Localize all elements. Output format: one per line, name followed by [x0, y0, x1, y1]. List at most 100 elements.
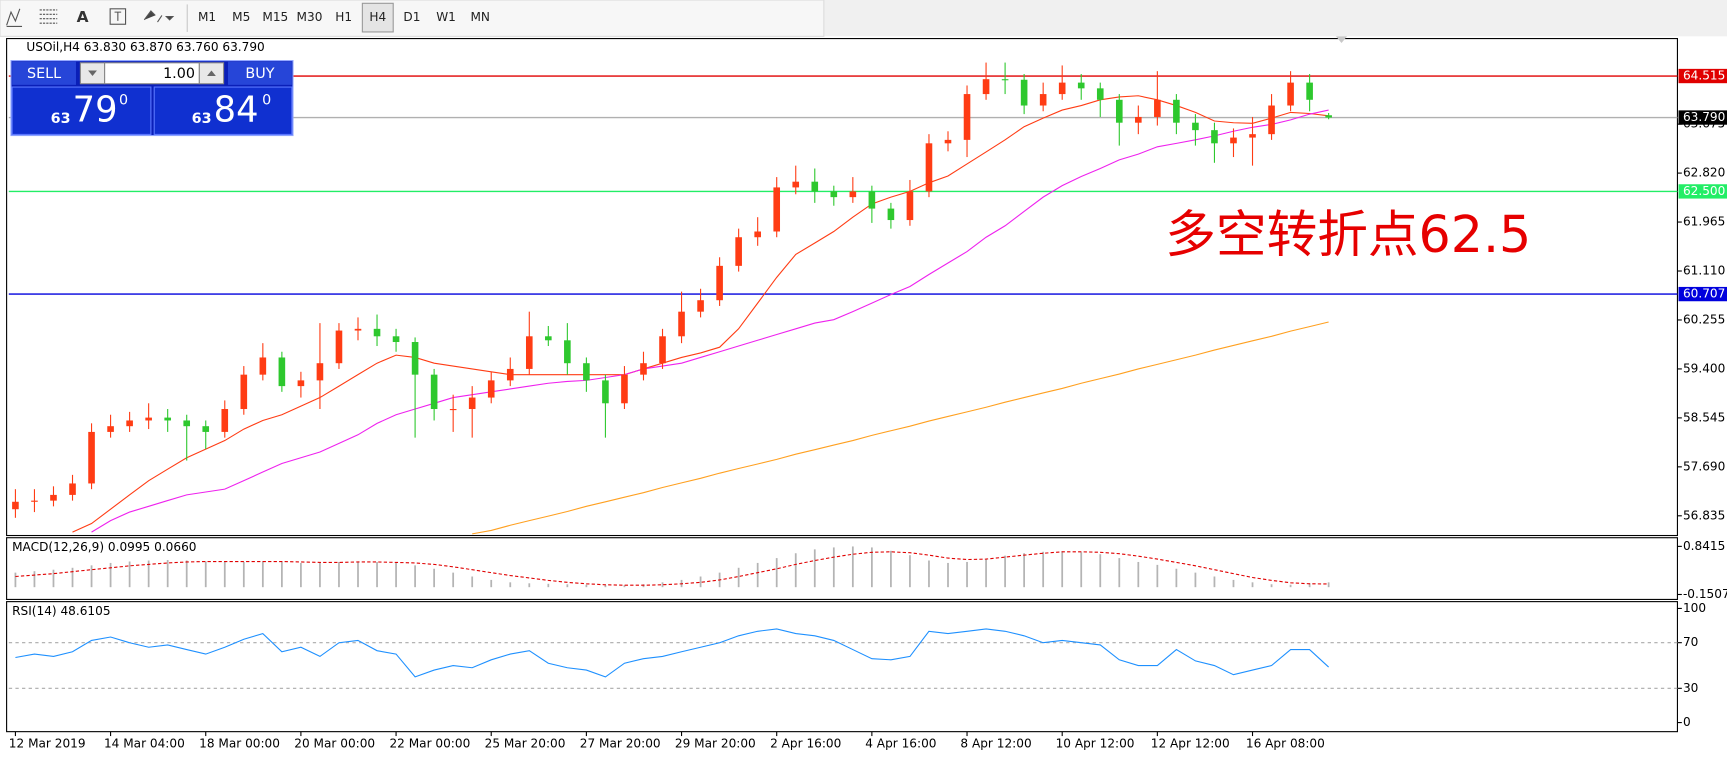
buy-price-box[interactable]	[153, 86, 293, 135]
buy-label[interactable]: BUY	[245, 66, 274, 82]
sell-label[interactable]: SELL	[27, 66, 61, 82]
candle-body	[1058, 82, 1066, 95]
candle-body	[145, 417, 152, 421]
candle-body	[1077, 82, 1085, 89]
timeframe-button[interactable]: D1	[403, 10, 420, 24]
timeframe-button[interactable]: M5	[232, 10, 250, 24]
buy-price-sup: 0	[262, 92, 271, 108]
candle-body	[430, 374, 438, 410]
candle-body	[487, 380, 495, 398]
candle-body	[1154, 99, 1161, 117]
timeframe-button[interactable]: W1	[436, 10, 456, 24]
candle-body	[316, 363, 324, 381]
candle-body	[1020, 79, 1028, 106]
timeframe-bar: M1 M5 M15 M30 H1 H4 D1 W1 MN	[198, 2, 490, 33]
candle-body	[830, 191, 838, 198]
textlabel-glyph	[114, 11, 122, 21]
candle-body	[716, 265, 723, 301]
candle-body	[1135, 116, 1142, 123]
candle-body	[449, 409, 457, 411]
timeframe-button[interactable]: M1	[198, 10, 216, 24]
candle-body	[1096, 88, 1104, 100]
candle-body	[297, 380, 305, 387]
candle-body	[107, 426, 114, 432]
lot-value[interactable]: 1.00	[163, 66, 195, 82]
text-tool[interactable]: A	[77, 8, 89, 26]
candle-body	[278, 357, 286, 387]
candle-body	[621, 374, 628, 404]
buy-price-big: 84	[214, 89, 259, 130]
candle-body	[69, 483, 76, 495]
rsi-pane	[6, 601, 1678, 733]
level-label: 64.515	[1683, 69, 1725, 83]
tool-icons	[6, 8, 175, 27]
candle-body	[392, 336, 400, 343]
candle-body	[50, 494, 57, 501]
y-tick-label: -0.1507	[1683, 587, 1727, 601]
candle-body	[583, 363, 590, 381]
candle-body	[373, 328, 381, 337]
toolbar-strip	[0, 0, 825, 37]
x-tick-label: 18 Mar 00:00	[199, 736, 280, 750]
level-label: 62.500	[1683, 184, 1725, 198]
sell-price-box[interactable]	[11, 86, 152, 135]
rsi-title: RSI(14) 48.6105	[12, 604, 110, 618]
macd-title: MACD(12,26,9) 0.0995 0.0660	[12, 540, 196, 554]
candle-body	[659, 336, 666, 364]
arrows-icon[interactable]	[143, 10, 175, 23]
moving-average	[472, 321, 1329, 535]
candle-body	[506, 368, 514, 381]
level-label-box	[1678, 110, 1727, 125]
candle-body	[868, 191, 876, 209]
candle-body	[12, 501, 19, 510]
candle-body	[1115, 99, 1123, 123]
timeframe-button[interactable]: MN	[470, 10, 490, 24]
candle-body	[411, 342, 419, 375]
plot-layer: 56.835 57.690 58.545 59.400 60.255 61.110 61.9…	[8, 62, 1727, 750]
candle-body	[240, 374, 248, 410]
y-tick-label: 59.400	[1683, 361, 1725, 375]
candle-body	[1230, 137, 1237, 144]
candle-body	[963, 94, 971, 140]
level-label: 63.790	[1683, 110, 1725, 124]
level-label-box	[1678, 68, 1727, 84]
timeframe-button[interactable]: M30	[297, 10, 323, 24]
candle-body	[697, 300, 704, 312]
candle-body	[1001, 79, 1009, 81]
candle-body	[88, 431, 95, 484]
candle-body	[1211, 130, 1218, 144]
sell-price-small: 63	[51, 111, 71, 127]
candle-body	[773, 187, 781, 232]
candle-body	[811, 181, 819, 192]
lines-icon[interactable]	[39, 9, 58, 24]
shift-marker	[1336, 36, 1348, 43]
indicators-icon[interactable]	[6, 8, 23, 27]
candle-body	[1039, 94, 1047, 106]
x-tick-label: 16 Apr 08:00	[1246, 736, 1325, 750]
rsi-line	[15, 628, 1329, 678]
textlabel-icon[interactable]	[109, 8, 127, 25]
buy-button[interactable]	[227, 61, 292, 85]
trade-panel: SELL 1.00 BUY 63 79 0 63 84 0	[10, 60, 294, 137]
timeframe-button[interactable]: H4	[369, 10, 386, 24]
candle-body	[1287, 82, 1294, 106]
chart-title: USOil,H4 63.830 63.870 63.760 63.790	[26, 40, 264, 54]
macd-pane	[6, 537, 1678, 600]
candle-body	[126, 420, 133, 427]
sell-button[interactable]	[12, 61, 76, 85]
candle-body	[906, 191, 914, 221]
timeframe-button[interactable]: H1	[335, 10, 352, 24]
candle-body	[202, 426, 210, 432]
y-tick-label: 56.835	[1683, 508, 1725, 522]
y-tick-label: 70	[1683, 635, 1698, 649]
timeframe-button[interactable]: M15	[262, 10, 288, 24]
candle-body	[31, 500, 38, 502]
moving-average	[91, 109, 1329, 533]
candle-body	[221, 409, 229, 432]
x-tick-label: 4 Apr 16:00	[865, 736, 936, 750]
x-tick-label: 8 Apr 12:00	[960, 736, 1031, 750]
x-tick-label: 27 Mar 20:00	[580, 736, 661, 750]
y-tick-label: 100	[1683, 601, 1706, 615]
candle-body	[164, 417, 171, 421]
